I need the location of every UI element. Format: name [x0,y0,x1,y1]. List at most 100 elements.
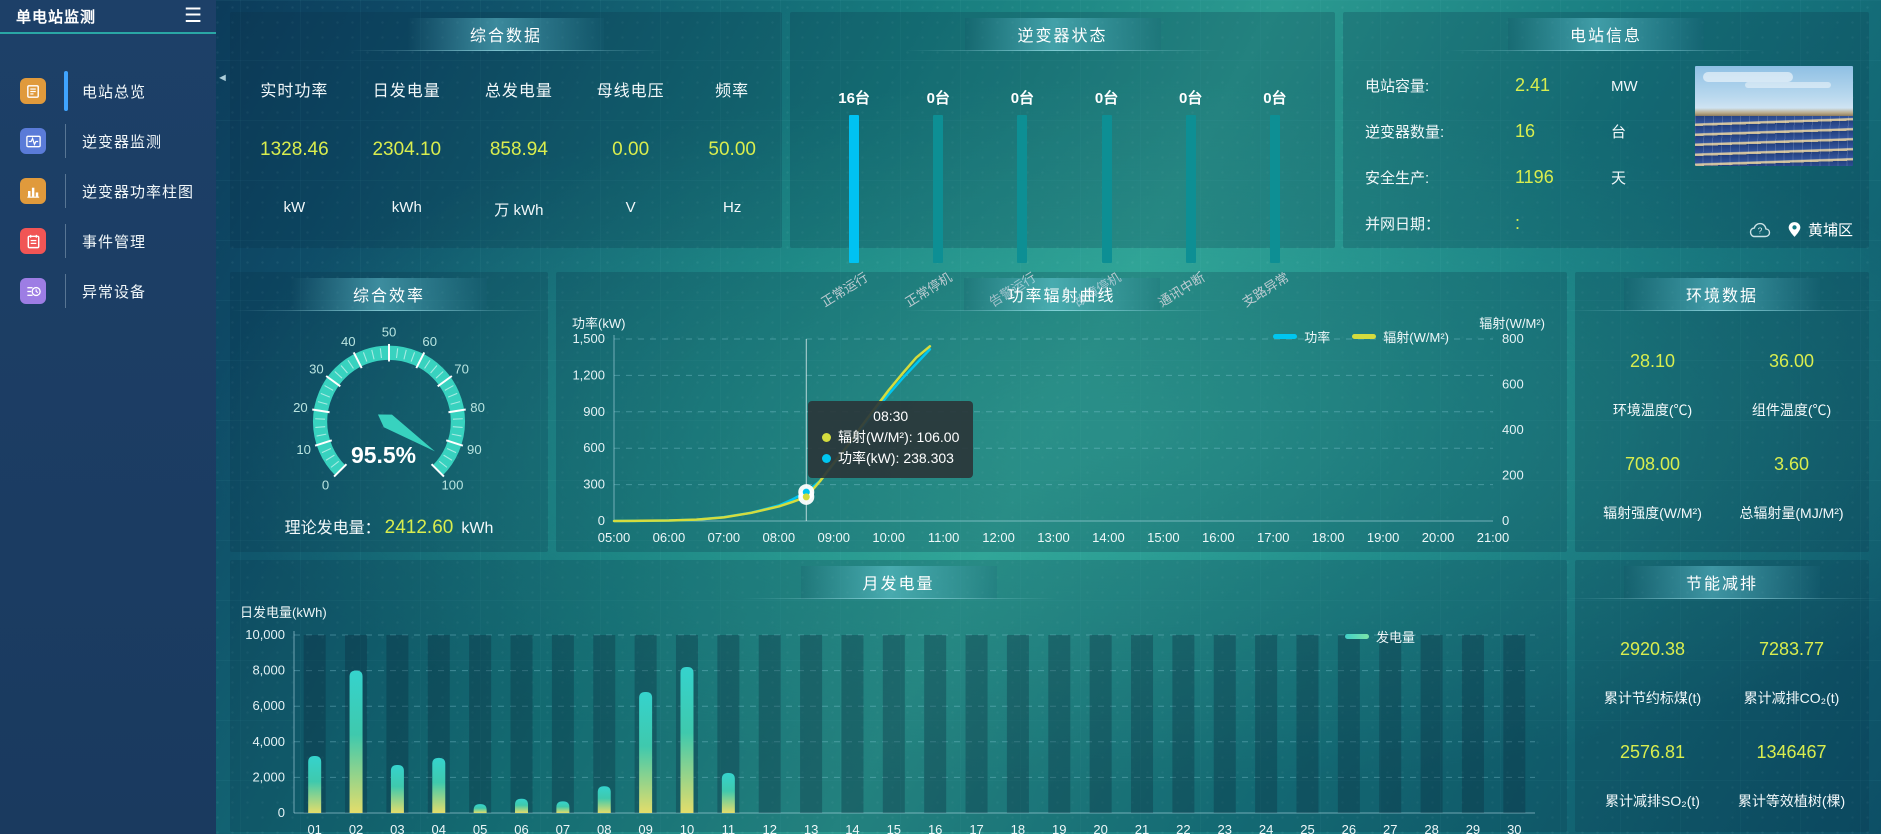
hamburger-menu-icon[interactable]: ☰ [184,5,202,27]
sidebar-item-divider [65,224,66,258]
overview-metrics: 实时功率 1328.46 kW 日发电量 2304.10 kWh 总发电量 858.94 万 k… [230,51,782,220]
station-info-row-0: 电站容量: 2.41 MW [1365,75,1869,121]
panel-title-monthly-generation: 月发电量 [740,566,1057,599]
sidebar-item-divider [64,71,68,111]
overview-metric-4: 频率 50.00 Hz [708,77,756,220]
sidebar-item-1[interactable]: 逆变器监测 [0,116,216,166]
theory-generation: 理论发电量： 2412.60 kWh [230,514,548,539]
overview-news-icon [20,78,46,104]
saving-item-value: 7283.77 [1758,639,1825,659]
location-link[interactable]: 黄埔区 [1788,219,1853,240]
svg-text:06: 06 [514,822,528,834]
svg-text:21:00: 21:00 [1477,530,1510,545]
metric-value: 1328.46 [260,139,329,160]
sidebar-header: 单电站监测 ☰ [0,0,216,34]
inverter-status-3: 0台故障停机 [1071,87,1142,310]
metric-unit: kWh [391,199,422,216]
station-row-unit: 天 [1611,170,1627,187]
svg-text:10:00: 10:00 [872,530,905,545]
inverter-count: 0台 [1094,90,1119,107]
svg-text:15: 15 [887,822,901,834]
panel-title-overview: 综合数据 [348,18,664,51]
station-row-unit: MW [1611,78,1638,95]
env-item-value: 708.00 [1624,454,1681,474]
inverter-status-bar [849,115,860,263]
station-row-value: : [1515,213,1521,233]
station-row-label: 安全生产: [1365,170,1430,187]
overview-metric-0: 实时功率 1328.46 kW [260,77,329,220]
svg-text:13: 13 [804,822,818,834]
svg-text:19:00: 19:00 [1367,530,1400,545]
bar-legend-item-0[interactable]: 发电量 [1344,627,1415,646]
theory-value: 2412.60 [384,517,454,538]
energy-saving-grid: 2920.38 累计节约标煤(t) 7283.77 累计减排CO₂(t) 2576.81… [1575,599,1869,811]
saving-item-0: 2920.38 累计节约标煤(t) [1583,639,1722,708]
theory-unit: kWh [461,520,494,537]
sidebar-item-0[interactable]: 电站总览 [0,66,216,116]
svg-text:1,500: 1,500 [572,331,605,346]
svg-text:07:00: 07:00 [708,530,741,545]
svg-text:20: 20 [1093,822,1107,834]
saving-item-label: 累计节约标煤(t) [1603,690,1702,706]
saving-item-1: 7283.77 累计减排CO₂(t) [1722,639,1861,708]
panel-environment-data: 环境数据 28.10 环境温度(℃) 36.00 组件温度(℃) 708.00 辐射强度(… [1564,272,1880,552]
panel-title-inverter-status: 逆变器状态 [904,18,1221,51]
svg-text:15:00: 15:00 [1147,530,1180,545]
solar-farm-photo [1695,66,1853,166]
weather-cloud-icon[interactable]: ? [1748,221,1772,238]
svg-text:27: 27 [1383,822,1397,834]
app-title: 单电站监测 [16,8,97,26]
svg-text:07: 07 [556,822,570,834]
sidebar-item-label: 逆变器监测 [82,133,163,151]
inverter-status-2: 0台告警运行 [987,87,1057,310]
svg-text:22: 22 [1176,822,1190,834]
svg-text:17: 17 [969,822,983,834]
panel-title-station-info: 电站信息 [1448,18,1764,51]
line-chart-area[interactable]: 0 300 600 900 1,200 1,500 0 200 400 600 800 05:00 06… [556,315,1567,556]
metric-unit: Hz [723,199,742,216]
location-pin-icon [1788,222,1801,237]
panel-power-radiation-curve: 功率辐射曲线 0 300 600 900 1,200 1,500 0 200 400 600 800… [556,272,1567,552]
sidebar-item-2[interactable]: 逆变器功率柱图 [0,166,216,216]
svg-text:0: 0 [598,513,605,528]
svg-text:30: 30 [309,361,324,376]
inverter-status-bar [1269,115,1280,263]
inverter-status-bar [1017,115,1028,263]
overview-metric-1: 日发电量 2304.10 kWh [372,77,441,220]
svg-text:14:00: 14:00 [1092,530,1125,545]
legend-label: 发电量 [1375,630,1415,645]
panel-title-energy-saving: 节能减排 [1564,566,1880,599]
saving-item-label: 累计等效植树(棵) [1737,793,1846,809]
inverter-count: 0台 [926,90,950,107]
inverter-wave-icon [20,128,46,154]
overview-metric-2: 总发电量 858.94 万 kWh [485,77,553,220]
legend-item-0[interactable]: 功率 [1273,327,1330,346]
svg-text:28: 28 [1424,822,1438,834]
svg-text:26: 26 [1342,822,1356,834]
svg-text:0: 0 [278,805,285,820]
svg-text:11: 11 [722,822,736,834]
legend-item-1[interactable]: 辐射(W/M²) [1352,327,1449,346]
sidebar-item-4[interactable]: 异常设备 [0,266,216,316]
panel-title-efficiency: 综合效率 [231,278,547,311]
env-item-value: 36.00 [1768,351,1815,371]
bar-chart-area[interactable]: 0 2,000 4,000 6,000 8,000 10,000 01 02 03 04 05 06 0… [230,603,1567,834]
svg-text:05: 05 [473,822,487,834]
legend-swatch [1273,334,1298,339]
sidebar-item-3[interactable]: 事件管理 [0,216,216,266]
env-item-label: 组件温度(℃) [1751,402,1832,418]
inverter-count: 16台 [838,90,870,107]
sidebar-collapse-arrow[interactable]: ◄ [217,72,228,84]
env-item-label: 辐射强度(W/M²) [1603,505,1702,521]
svg-text:6,000: 6,000 [252,698,285,713]
inverter-count: 0台 [1179,90,1203,107]
metric-unit: 万 kWh [494,202,544,219]
line-chart-legend: 功率 辐射(W/M²) [1273,327,1449,346]
bar-chart-legend: 发电量 [1344,627,1415,646]
panel-efficiency: 综合效率 0 10 20 30 40 50 60 70 80 90 100 95.5% 理论发电量： 2… [230,272,548,552]
svg-text:09:00: 09:00 [817,530,850,545]
svg-text:600: 600 [583,440,605,455]
saving-item-value: 1346467 [1756,742,1827,762]
metric-label: 实时功率 [260,83,329,100]
svg-text:70: 70 [454,361,469,376]
